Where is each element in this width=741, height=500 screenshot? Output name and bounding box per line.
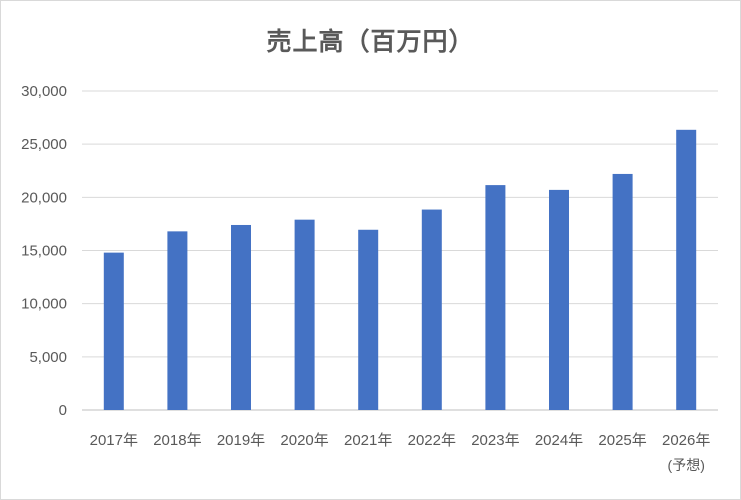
x-axis-ticks: 2017年 2018年 2019年 2020年 2021年 2022年 2023年 2024年… xyxy=(90,432,711,473)
bar-2020年 xyxy=(294,219,315,410)
bar-2018年 xyxy=(167,231,188,410)
x-tick-note: (予想) xyxy=(668,457,705,473)
gridlines xyxy=(82,90,718,411)
chart-title: 売上高（百万円） xyxy=(266,27,475,56)
y-tick-label: 0 xyxy=(59,402,67,419)
bar-2023年 xyxy=(485,185,506,410)
x-tick-label: 2026年 xyxy=(662,432,710,449)
bar-2021年 xyxy=(358,229,379,410)
y-tick-label: 30,000 xyxy=(21,83,67,100)
bar-2019年 xyxy=(231,224,251,410)
y-tick-label: 20,000 xyxy=(21,189,67,206)
bar-2024年 xyxy=(549,189,569,410)
x-tick-label: 2025年 xyxy=(598,432,646,449)
x-tick-label: 2024年 xyxy=(535,432,583,449)
bar-2022年 xyxy=(421,209,442,410)
x-tick-label: 2023年 xyxy=(471,432,519,449)
x-tick-label: 2018年 xyxy=(153,432,201,449)
bar-2026年 xyxy=(676,129,697,411)
y-tick-label: 15,000 xyxy=(21,243,67,260)
y-tick-label: 25,000 xyxy=(21,136,67,153)
y-axis-ticks: 0 5,000 10,000 15,000 20,000 25,000 30,000 xyxy=(21,83,67,419)
x-tick-label: 2021年 xyxy=(344,432,392,449)
x-tick-label: 2019年 xyxy=(217,432,265,449)
x-tick-label: 2020年 xyxy=(280,432,328,449)
y-tick-label: 10,000 xyxy=(21,296,67,313)
bar-2025年 xyxy=(612,173,633,410)
bars xyxy=(103,129,697,411)
x-tick-label: 2017年 xyxy=(90,432,138,449)
x-tick-label: 2022年 xyxy=(408,432,456,449)
y-tick-label: 5,000 xyxy=(29,349,67,366)
bar-2017年 xyxy=(103,252,124,410)
